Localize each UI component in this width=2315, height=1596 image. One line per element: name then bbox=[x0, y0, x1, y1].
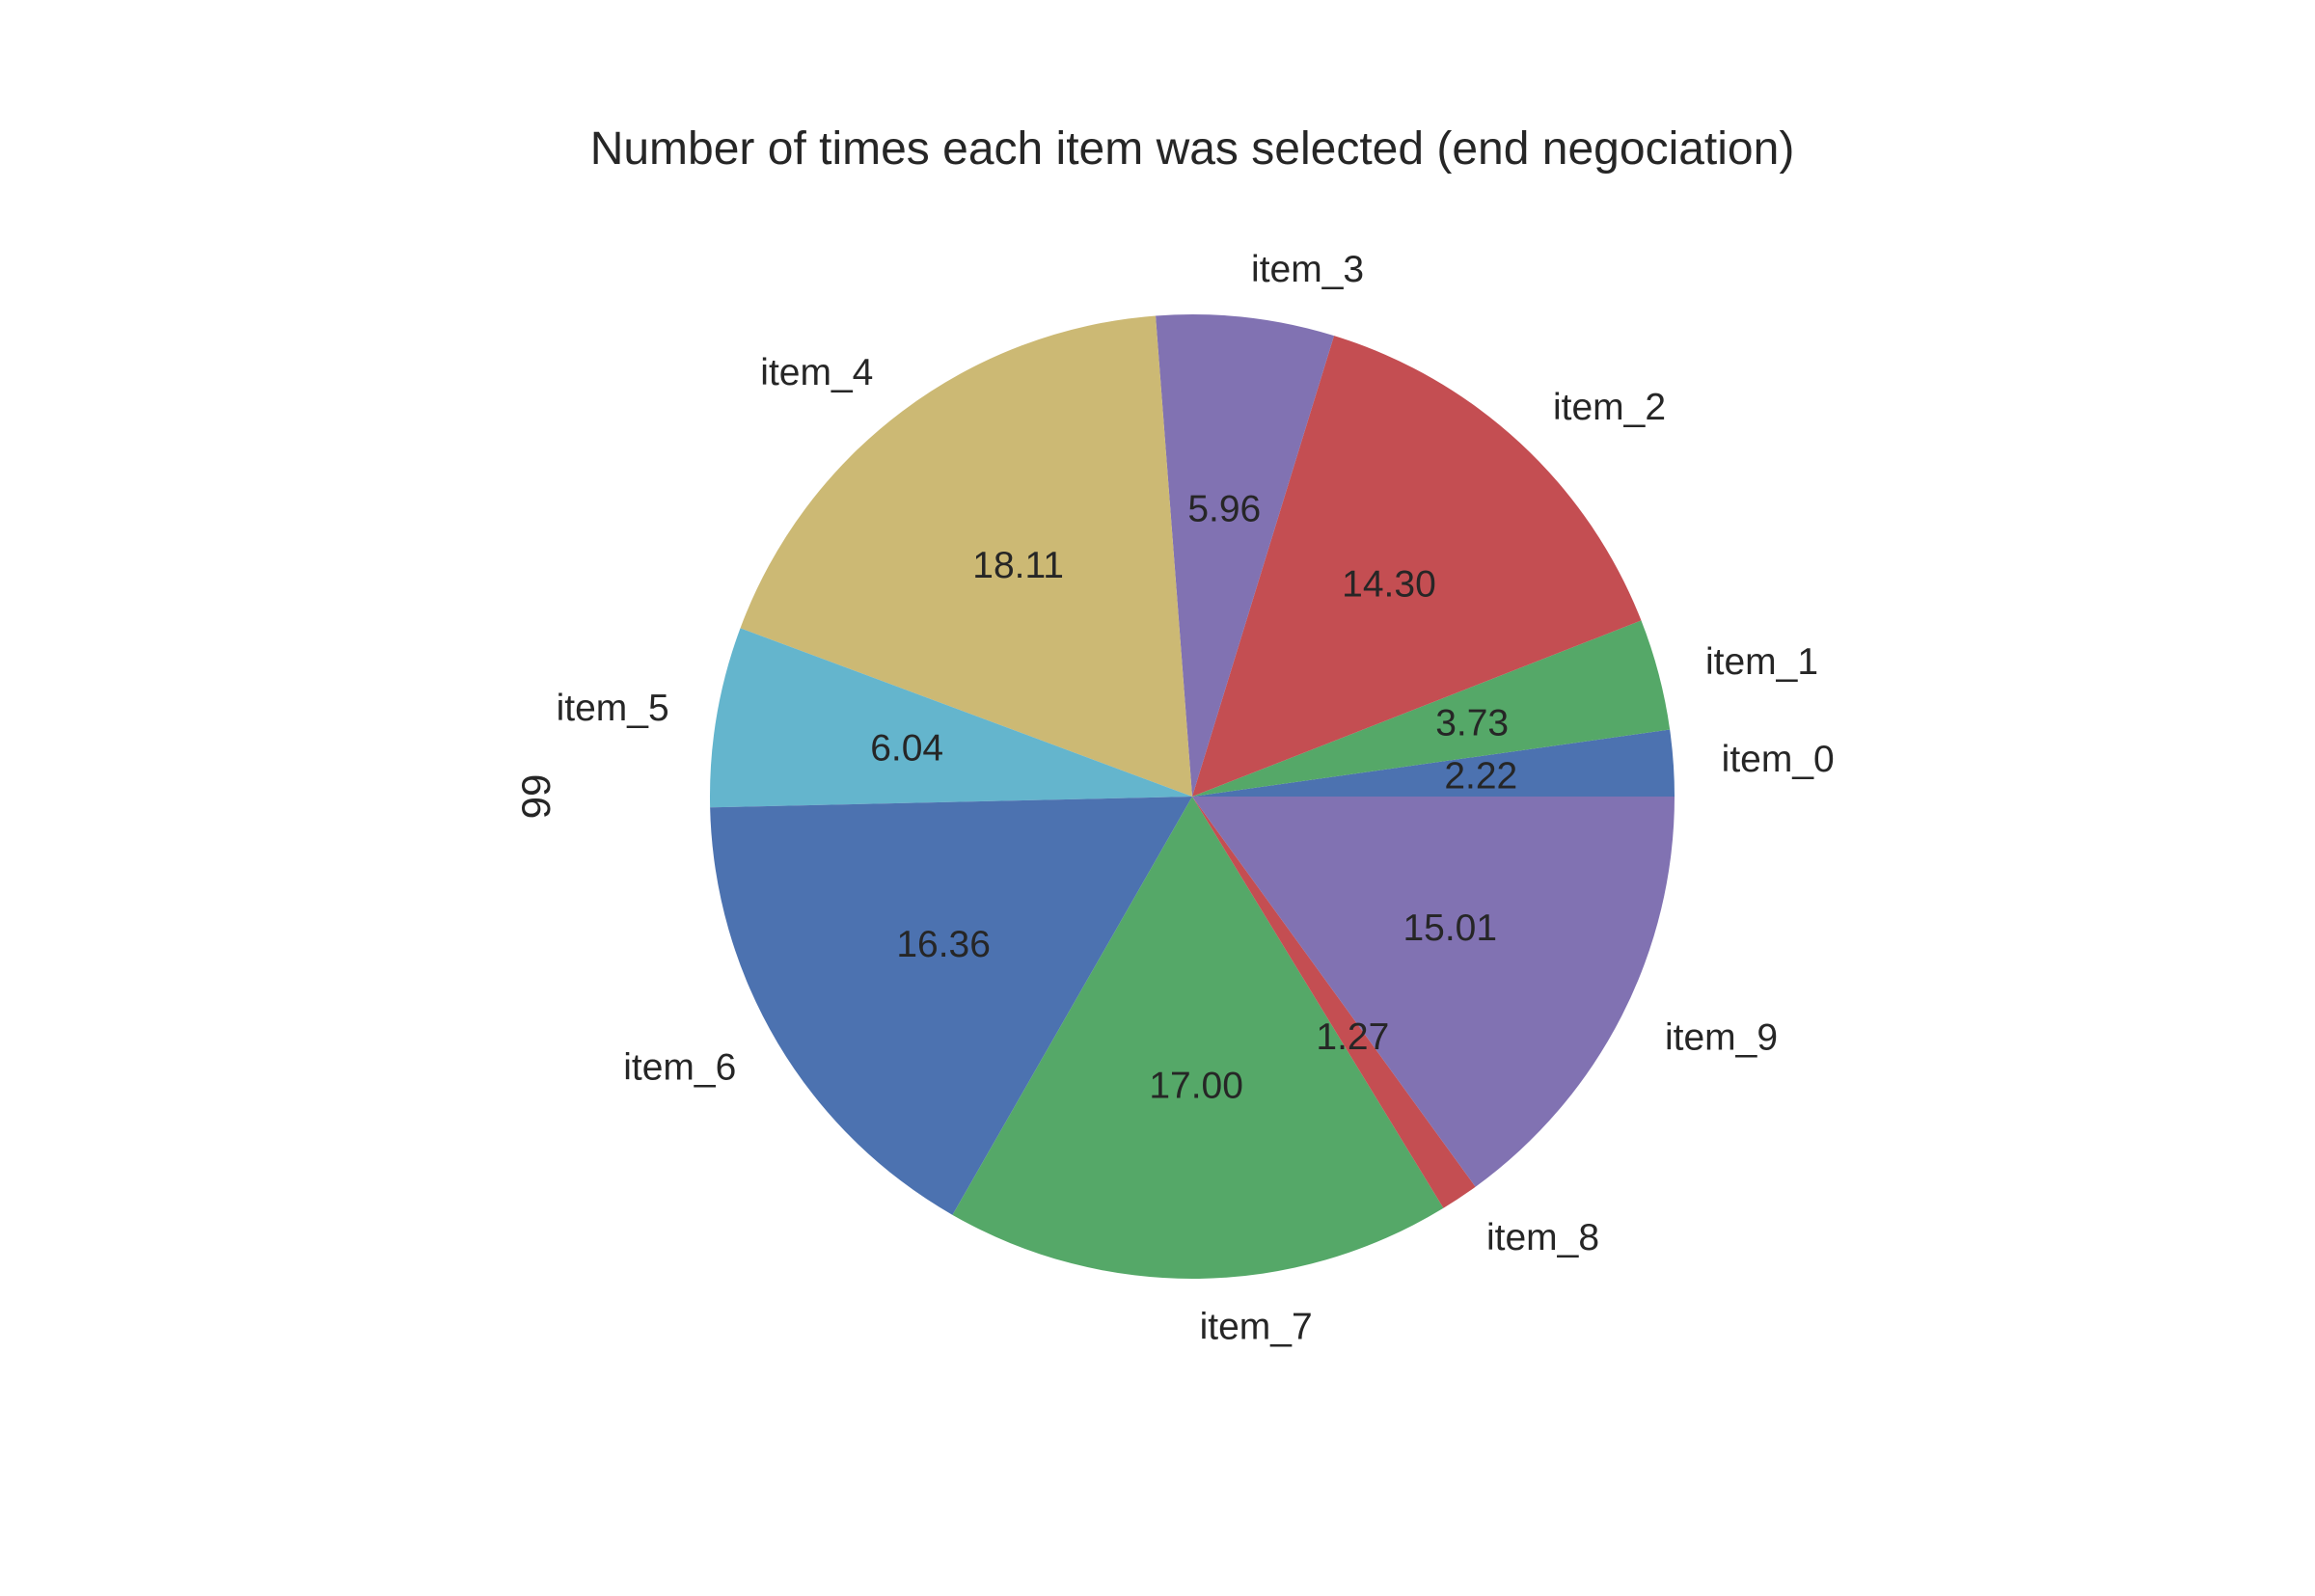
value-label-item_1: 3.73 bbox=[1435, 702, 1509, 744]
category-label-item_7: item_7 bbox=[1200, 1306, 1313, 1347]
pie-slice-item_3 bbox=[1156, 314, 1335, 797]
pie-slices bbox=[710, 314, 1675, 1280]
pie-slice-item_9 bbox=[1192, 797, 1675, 1187]
pie-slice-item_6 bbox=[710, 797, 1192, 1215]
value-label-item_0: 2.22 bbox=[1444, 756, 1517, 798]
category-label-item_9: item_9 bbox=[1665, 1016, 1778, 1058]
pie-value-labels: 2.22 3.73 14.30 5.96 18.11 6.04 16.36 17.00 1.27… bbox=[870, 488, 1517, 1106]
chart-title: Number of times each item was selected (… bbox=[590, 123, 1795, 175]
value-label-item_2: 14.30 bbox=[1342, 564, 1436, 606]
category-label-item_4: item_4 bbox=[760, 352, 873, 393]
category-label-item_8: item_8 bbox=[1486, 1217, 1599, 1258]
pie-slice-item_1 bbox=[1192, 620, 1671, 797]
value-label-item_7: 17.00 bbox=[1149, 1065, 1243, 1106]
y-axis-label: 99 bbox=[513, 774, 558, 820]
pie-slice-item_4 bbox=[740, 315, 1192, 797]
pie-category-labels: item_0 item_1 item_2 item_3 item_4 item_5item… bbox=[557, 249, 1835, 1348]
category-label-item_6: item_6 bbox=[623, 1047, 736, 1089]
pie-slice-item_5 bbox=[710, 628, 1192, 808]
value-label-item_4: 18.11 bbox=[972, 545, 1064, 586]
pie-slice-item_0 bbox=[1192, 729, 1675, 797]
value-label-item_6: 16.36 bbox=[896, 924, 991, 965]
category-label-item_2: item_2 bbox=[1553, 387, 1666, 428]
value-label-item_9: 15.01 bbox=[1403, 907, 1497, 949]
value-label-item_5: 6.04 bbox=[870, 728, 943, 770]
category-label-item_5: item_5 bbox=[557, 688, 669, 729]
pie-slice-item_8 bbox=[1192, 797, 1476, 1208]
category-label-item_3: item_3 bbox=[1251, 249, 1364, 290]
value-label-item_8: 1.27 bbox=[1316, 1016, 1389, 1058]
pie-slice-item_2 bbox=[1192, 336, 1642, 797]
category-label-item_1: item_1 bbox=[1705, 641, 1818, 683]
value-label-item_3: 5.96 bbox=[1187, 488, 1261, 529]
pie-slice-item_7 bbox=[952, 797, 1444, 1280]
category-label-item_0: item_0 bbox=[1722, 739, 1835, 780]
